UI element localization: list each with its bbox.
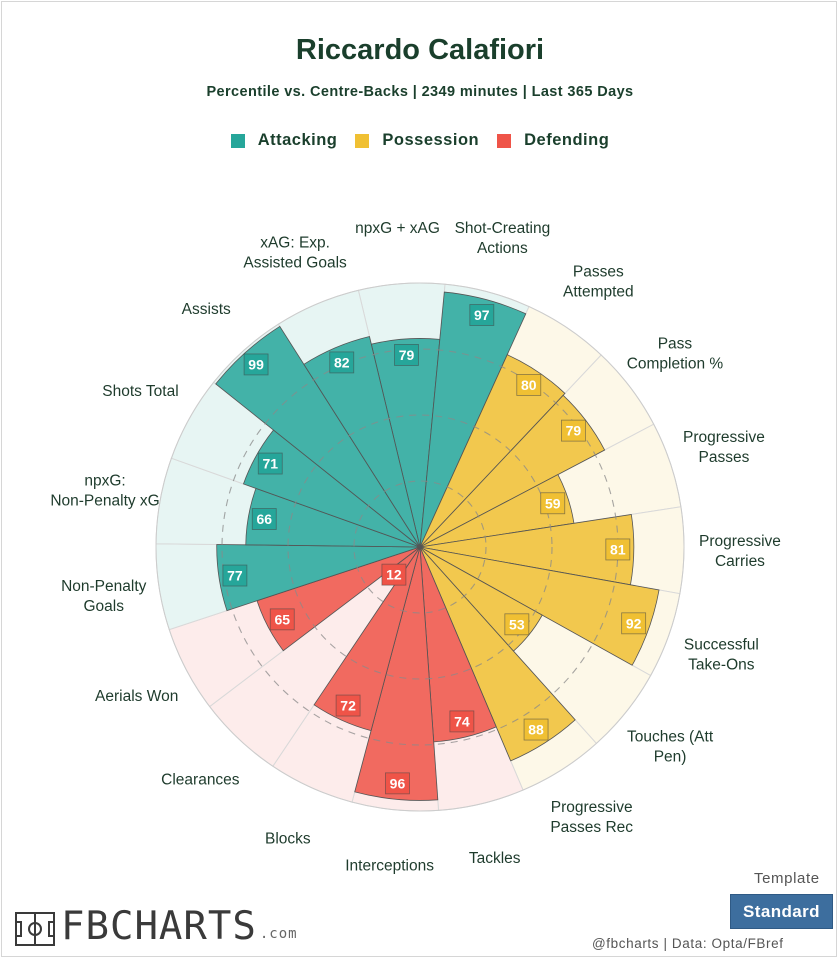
outer-ring xyxy=(155,282,685,812)
category-label-passes-attempted: Passes Attempted xyxy=(563,263,634,300)
category-label-assists: Assists xyxy=(182,301,231,318)
category-label-blocks: Blocks xyxy=(265,830,311,847)
category-label-pass-completion: Pass Completion % xyxy=(627,336,724,373)
logo-text: FBCHARTS xyxy=(61,904,257,949)
bar-shot-creating-actions[interactable] xyxy=(419,291,527,548)
category-label-shot-creating-actions: Shot-Creating Actions xyxy=(455,220,551,257)
category-label-touches-att-pen: Touches (Att Pen) xyxy=(627,729,714,766)
value-label-pass-completion: 79 xyxy=(561,419,586,442)
data-credit: @fbcharts | Data: Opta/FBref xyxy=(592,936,784,951)
legend-item-possession[interactable]: Possession xyxy=(355,131,479,150)
bar-successful-take-ons[interactable] xyxy=(419,546,660,666)
svg-text:71: 71 xyxy=(262,456,278,472)
svg-text:97: 97 xyxy=(474,307,490,323)
value-labels: 79 97 80 79 59 81 92 53 88 74 96 72 12 65 77 66 71 99 82 xyxy=(222,304,647,795)
value-label-progressive-carries: 81 xyxy=(605,538,631,561)
legend-swatch-defending xyxy=(497,133,512,148)
category-label-npxg-non-penalty-xg: npxG: Non-Penalty xG xyxy=(50,472,159,509)
logo-suffix: .com xyxy=(259,926,298,942)
bar-passes-attempted[interactable] xyxy=(419,354,566,548)
legend-item-attacking[interactable]: Attacking xyxy=(230,131,338,150)
bars xyxy=(215,291,660,801)
chart-title: Riccardo Calafiori xyxy=(295,34,545,66)
category-label-npxg-xag: npxG + xAG xyxy=(355,220,440,237)
chart-subtitle: Percentile vs. Centre-Backs | 2349 minut… xyxy=(206,84,634,100)
template-label: Template xyxy=(754,870,820,887)
svg-text:80: 80 xyxy=(521,377,537,393)
value-label-xag-exp-assisted-goals: 82 xyxy=(329,351,355,374)
legend-swatch-possession xyxy=(355,133,370,148)
value-label-aerials-won: 65 xyxy=(269,608,295,631)
legend-swatch-attacking xyxy=(230,133,245,148)
template-standard-button[interactable]: Standard xyxy=(730,894,833,929)
category-label-xag-exp-assisted-goals: xAG: Exp. Assisted Goals xyxy=(243,234,347,271)
category-labels: npxG + xAG Shot-Creating Actions Passes Atte… xyxy=(50,220,781,875)
value-label-assists: 99 xyxy=(243,353,269,376)
legend: Attacking Possession Defending xyxy=(0,131,840,150)
category-label-progressive-passes: Progressive Passes xyxy=(683,429,765,466)
grid-ring-2 xyxy=(287,414,553,680)
bar-xag-exp-assisted-goals[interactable] xyxy=(303,336,421,548)
svg-text:59: 59 xyxy=(545,495,561,511)
value-label-blocks: 72 xyxy=(335,694,361,717)
category-label-clearances: Clearances xyxy=(161,772,240,789)
category-label-successful-take-ons: Successful Take-Ons xyxy=(684,637,759,674)
bar-pass-completion[interactable] xyxy=(419,394,606,548)
value-label-clearances: 12 xyxy=(381,563,407,586)
category-label-progressive-carries: Progressive Carries xyxy=(699,533,781,570)
svg-text:74: 74 xyxy=(454,713,470,729)
value-label-progressive-passes: 59 xyxy=(540,492,566,515)
value-label-shot-creating-actions: 97 xyxy=(469,304,495,326)
value-label-non-penalty-goals: 77 xyxy=(222,564,248,587)
value-label-progressive-passes-rec: 88 xyxy=(523,718,549,741)
legend-label-attacking: Attacking xyxy=(257,131,338,149)
value-label-interceptions: 96 xyxy=(385,772,410,795)
category-label-aerials-won: Aerials Won xyxy=(95,688,178,705)
category-label-progressive-passes-rec: Progressive Passes Rec xyxy=(550,799,633,836)
category-label-non-penalty-goals: Non-Penalty Goals xyxy=(61,578,147,615)
svg-text:81: 81 xyxy=(610,541,626,557)
category-label-interceptions: Interceptions xyxy=(345,858,434,875)
svg-text:66: 66 xyxy=(256,511,272,527)
pitch-icon xyxy=(15,912,55,946)
legend-label-defending: Defending xyxy=(524,131,610,149)
svg-text:82: 82 xyxy=(334,354,350,370)
bar-assists[interactable] xyxy=(215,325,421,548)
value-label-npxg-non-penalty-xg: 66 xyxy=(251,508,277,530)
value-label-shots-total: 71 xyxy=(257,452,283,475)
svg-text:96: 96 xyxy=(390,775,406,791)
legend-label-possession: Possession xyxy=(382,131,480,149)
svg-text:12: 12 xyxy=(386,567,402,583)
value-label-npxg-xag: 79 xyxy=(394,344,419,366)
category-label-shots-total: Shots Total xyxy=(102,383,178,400)
svg-text:79: 79 xyxy=(399,347,415,363)
fbcharts-logo: FBCHARTS .com xyxy=(15,904,298,949)
bar-blocks[interactable] xyxy=(313,546,421,732)
svg-text:99: 99 xyxy=(248,356,264,372)
svg-text:65: 65 xyxy=(274,611,290,627)
svg-text:92: 92 xyxy=(626,615,642,631)
legend-item-defending[interactable]: Defending xyxy=(497,131,609,150)
grid-ring-1 xyxy=(353,480,487,614)
svg-text:72: 72 xyxy=(340,698,356,714)
svg-text:77: 77 xyxy=(227,568,243,584)
svg-text:79: 79 xyxy=(566,423,582,439)
category-label-tackles: Tackles xyxy=(469,850,521,867)
svg-text:53: 53 xyxy=(509,616,525,632)
value-label-tackles: 74 xyxy=(449,710,475,733)
bar-interceptions[interactable] xyxy=(354,546,439,801)
bar-non-penalty-goals[interactable] xyxy=(216,544,421,612)
value-label-successful-take-ons: 92 xyxy=(621,612,647,635)
value-label-touches-att-pen: 53 xyxy=(504,613,530,636)
svg-text:88: 88 xyxy=(528,722,544,738)
value-label-passes-attempted: 80 xyxy=(516,374,542,396)
